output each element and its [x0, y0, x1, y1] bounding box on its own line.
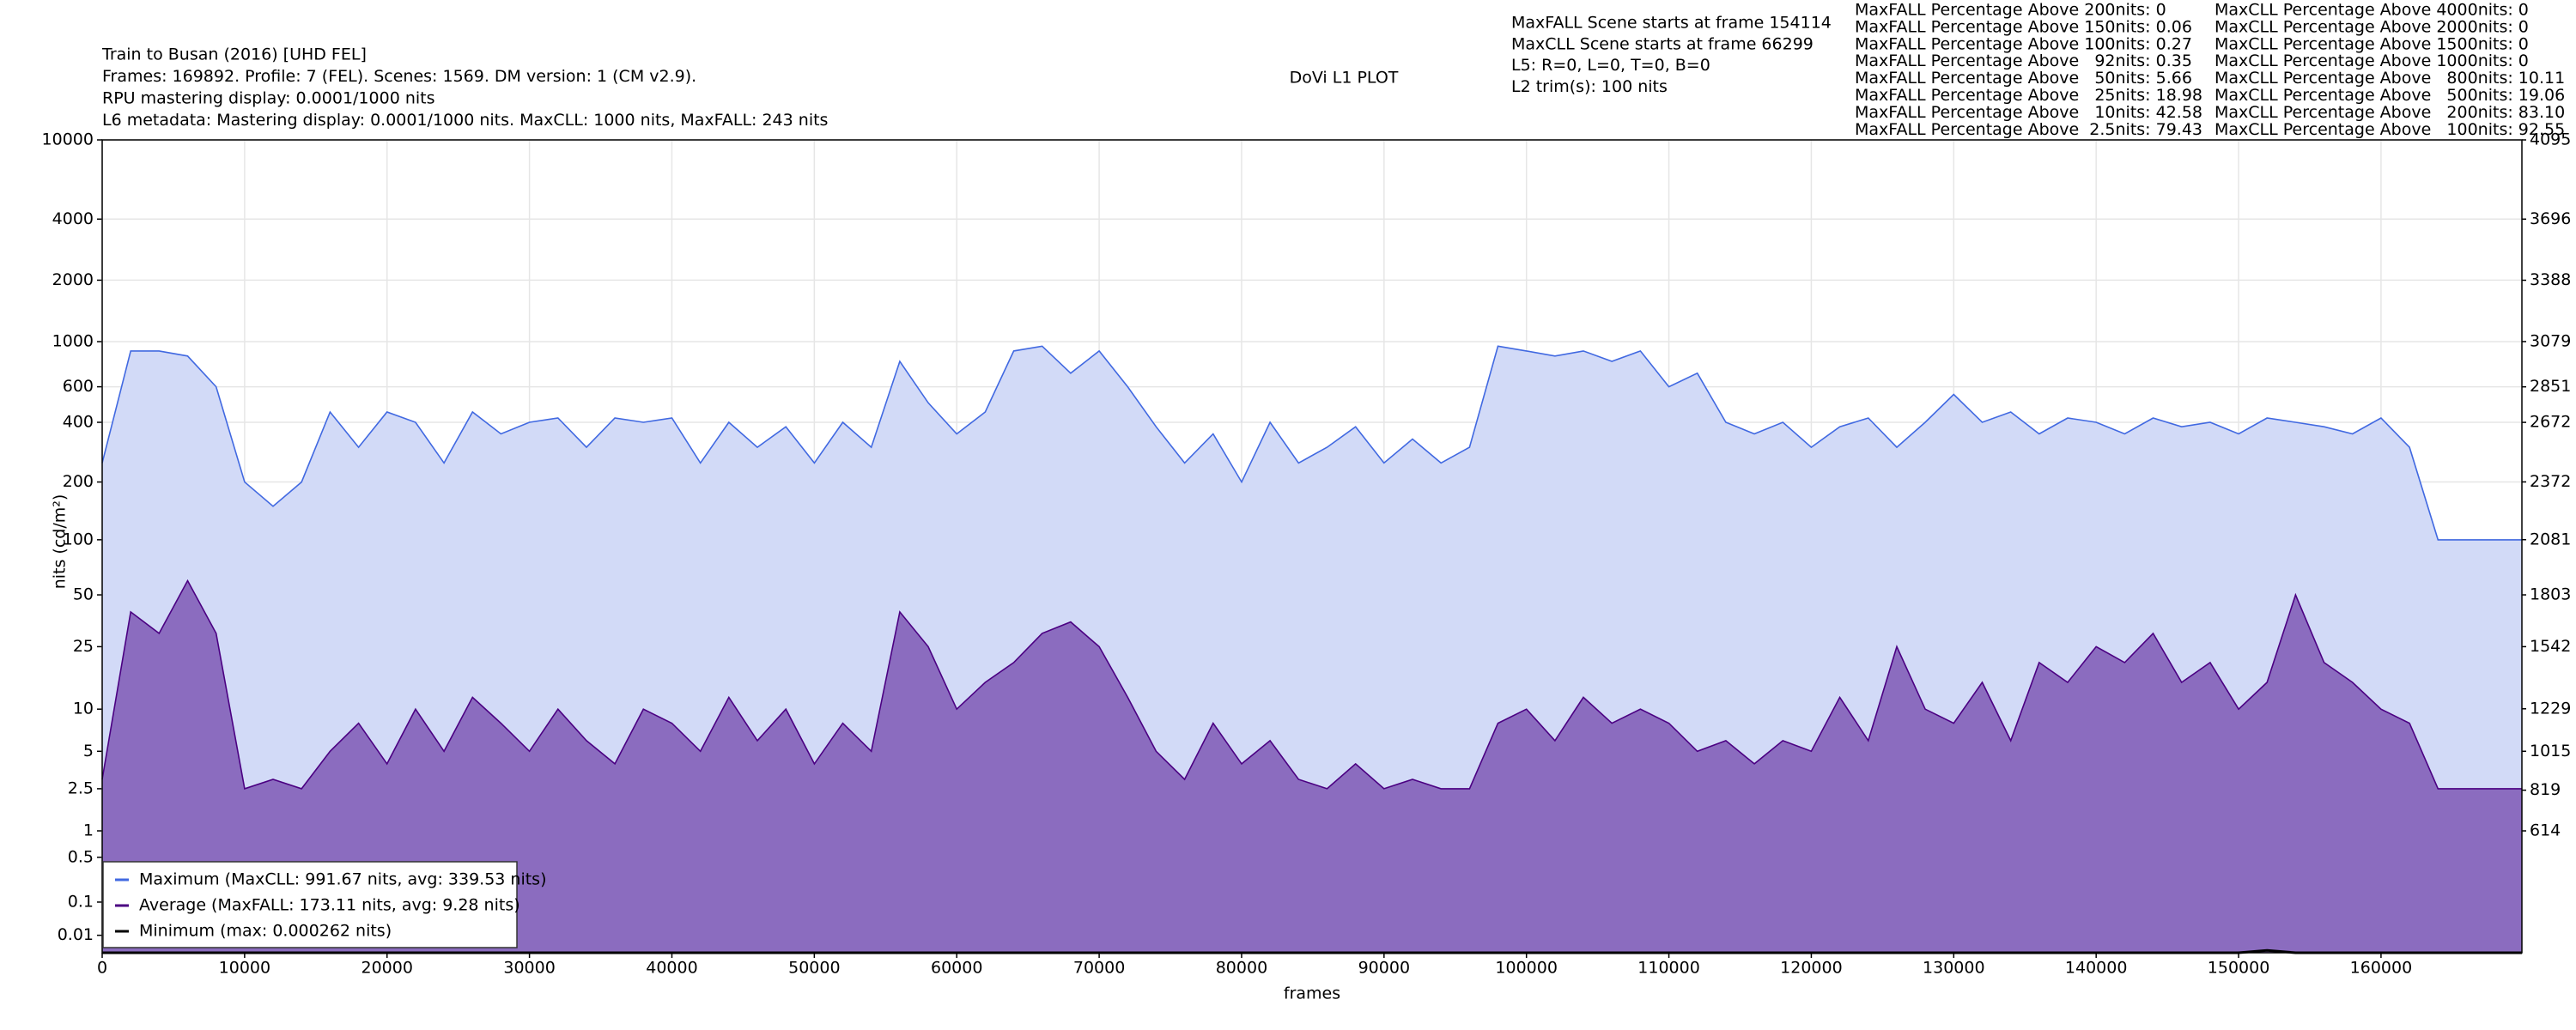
x-tick-label: 150000: [2208, 959, 2270, 978]
x-tick-label: 80000: [1216, 959, 1267, 978]
x-tick-label: 90000: [1358, 959, 1410, 978]
y-tick-label: 25: [73, 637, 94, 656]
y-axis-label: nits (cd/m²): [51, 494, 70, 590]
y-tick-label: 5: [83, 742, 94, 760]
y-tick-label: 0.01: [58, 925, 94, 944]
series-line: [101, 579, 2522, 790]
y-tick-label: 0.1: [68, 892, 94, 911]
x-tick-label: 120000: [1780, 959, 1843, 978]
maxcll-percentage: MaxCLL Percentage Above 4000nits: 0: [2215, 1, 2529, 20]
y2-tick-label: 3696: [2530, 209, 2571, 228]
maxfall-percentage: MaxFALL Percentage Above 200nits: 0: [1855, 1, 2166, 20]
area-fill: [102, 580, 2522, 953]
maxcll-percentage: MaxCLL Percentage Above 800nits: 10.11: [2215, 69, 2565, 88]
y2-tick-label: 2851: [2530, 377, 2571, 396]
x-tick-label: 100000: [1495, 959, 1558, 978]
info-line: L6 metadata: Mastering display: 0.0001/1…: [102, 111, 828, 130]
series-line: [101, 345, 2522, 541]
x-tick-label: 40000: [646, 959, 697, 978]
chart-title: DoVi L1 PLOT: [1290, 69, 1399, 88]
y2-tick-label: 614: [2530, 821, 2561, 840]
x-tick-label: 30000: [503, 959, 555, 978]
y-tick-label: 200: [63, 472, 94, 491]
y2-tick-label: 1229: [2530, 699, 2571, 718]
scene-info-line: L2 trim(s): 100 nits: [1511, 77, 1668, 96]
plot-frame: [101, 139, 2523, 954]
x-tick-label: 70000: [1073, 959, 1125, 978]
maxfall-percentage: MaxFALL Percentage Above 92nits: 0.35: [1855, 52, 2192, 70]
y-tick-label: 2.5: [68, 779, 94, 797]
y-tick-label: 1: [83, 821, 94, 840]
y2-tick-label: 2081: [2530, 530, 2571, 548]
y-tick-label: 50: [73, 585, 94, 604]
maxfall-percentage: MaxFALL Percentage Above 2.5nits: 79.43: [1855, 120, 2202, 139]
y-tick-label: 10000: [42, 130, 94, 149]
x-tick-label: 60000: [931, 959, 982, 978]
maxfall-percentage: MaxFALL Percentage Above 100nits: 0.27: [1855, 34, 2192, 53]
y-tick-label: 1000: [52, 332, 94, 351]
info-line: Train to Busan (2016) [UHD FEL]: [101, 45, 367, 64]
scene-info-line: MaxCLL Scene starts at frame 66299: [1511, 34, 1814, 53]
maxcll-percentage: MaxCLL Percentage Above 200nits: 83.10: [2215, 103, 2565, 122]
y-tick-label: 100: [63, 530, 94, 548]
x-tick-label: 0: [97, 959, 107, 978]
maxfall-percentage: MaxFALL Percentage Above 150nits: 0.06: [1855, 17, 2192, 36]
y2-tick-label: 819: [2530, 780, 2561, 799]
x-tick-label: 140000: [2065, 959, 2128, 978]
y2-tick-label: 1015: [2530, 742, 2571, 760]
y2-tick-label: 2372: [2530, 472, 2571, 491]
maxfall-percentage: MaxFALL Percentage Above 10nits: 42.58: [1855, 103, 2202, 122]
y-tick-label: 0.5: [68, 847, 94, 866]
legend-label: Average (MaxFALL: 173.11 nits, avg: 9.28…: [139, 896, 520, 915]
maxcll-percentage: MaxCLL Percentage Above 500nits: 19.06: [2215, 86, 2565, 105]
maxcll-percentage: MaxCLL Percentage Above 100nits: 92.55: [2215, 120, 2565, 139]
x-tick-label: 110000: [1637, 959, 1700, 978]
legend-label: Maximum (MaxCLL: 991.67 nits, avg: 339.5…: [139, 870, 547, 889]
y2-tick-label: 2672: [2530, 413, 2571, 432]
x-tick-label: 20000: [361, 959, 413, 978]
y2-tick-label: 1803: [2530, 585, 2571, 604]
x-tick-label: 130000: [1923, 959, 1985, 978]
maxcll-percentage: MaxCLL Percentage Above 1000nits: 0: [2215, 52, 2529, 70]
info-line: RPU mastering display: 0.0001/1000 nits: [102, 89, 435, 108]
maxcll-percentage: MaxCLL Percentage Above 2000nits: 0: [2215, 17, 2529, 36]
x-tick-label: 10000: [219, 959, 270, 978]
y-tick-label: 10: [73, 700, 94, 718]
legend-label: Minimum (max: 0.000262 nits): [139, 922, 392, 941]
info-line: Frames: 169892. Profile: 7 (FEL). Scenes…: [102, 67, 696, 86]
maxfall-percentage: MaxFALL Percentage Above 25nits: 18.98: [1855, 86, 2202, 105]
x-tick-label: 160000: [2350, 959, 2413, 978]
y2-tick-label: 1542: [2530, 637, 2571, 656]
scene-info-line: MaxFALL Scene starts at frame 154114: [1511, 14, 1832, 33]
y-tick-label: 400: [63, 413, 94, 432]
y2-tick-label: 3388: [2530, 270, 2571, 289]
scene-info-line: L5: R=0, L=0, T=0, B=0: [1511, 56, 1710, 75]
y-tick-label: 4000: [52, 209, 94, 228]
y-tick-label: 2000: [52, 270, 94, 289]
maxfall-percentage: MaxFALL Percentage Above 50nits: 5.66: [1855, 69, 2192, 88]
y-tick-label: 600: [63, 377, 94, 396]
x-axis-label: frames: [1284, 985, 1340, 1003]
y2-tick-label: 3079: [2530, 331, 2571, 350]
y2-tick-label: 4095: [2530, 130, 2571, 149]
legend-box: [102, 861, 518, 948]
maxcll-percentage: MaxCLL Percentage Above 1500nits: 0: [2215, 34, 2529, 53]
x-tick-label: 50000: [788, 959, 840, 978]
